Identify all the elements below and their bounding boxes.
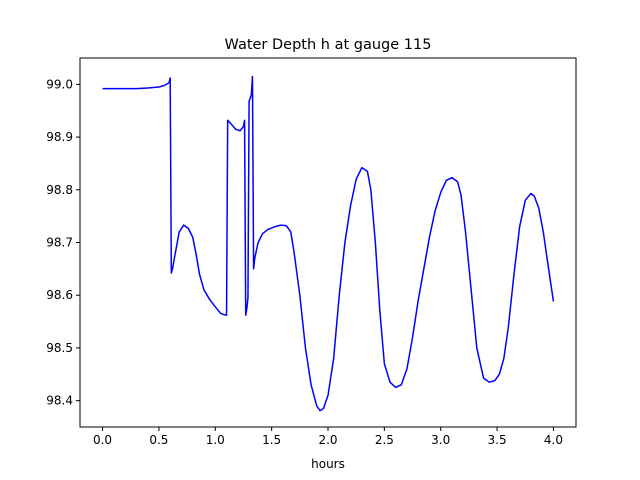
x-axis-label: hours — [311, 457, 345, 471]
y-tick-label: 98.5 — [46, 341, 73, 355]
chart-title: Water Depth h at gauge 115 — [225, 37, 432, 53]
x-tick-label: 1.5 — [262, 433, 281, 447]
x-tick-label: 2.0 — [318, 433, 337, 447]
x-tick-label: 4.0 — [544, 433, 563, 447]
y-tick-label: 98.7 — [46, 236, 73, 250]
x-tick-label: 1.0 — [206, 433, 225, 447]
axes: 0.0 0.5 1.0 1.5 2.0 2.5 3.0 3.5 4.0 98.4 98.5 98.6 9… — [46, 57, 577, 447]
plot-area — [102, 75, 555, 412]
x-tick-label: 0.0 — [93, 433, 112, 447]
x-tick-label: 0.5 — [149, 433, 168, 447]
y-tick-label: 99.0 — [46, 77, 73, 91]
x-tick-label: 2.5 — [375, 433, 394, 447]
y-tick-label: 98.8 — [46, 183, 73, 197]
y-tick-label: 98.4 — [46, 394, 73, 408]
x-tick-label: 3.5 — [488, 433, 507, 447]
x-tick-label: 3.0 — [431, 433, 450, 447]
y-tick-label: 98.6 — [46, 288, 73, 302]
series-line-0 — [102, 75, 555, 412]
y-tick-label: 98.9 — [46, 130, 73, 144]
